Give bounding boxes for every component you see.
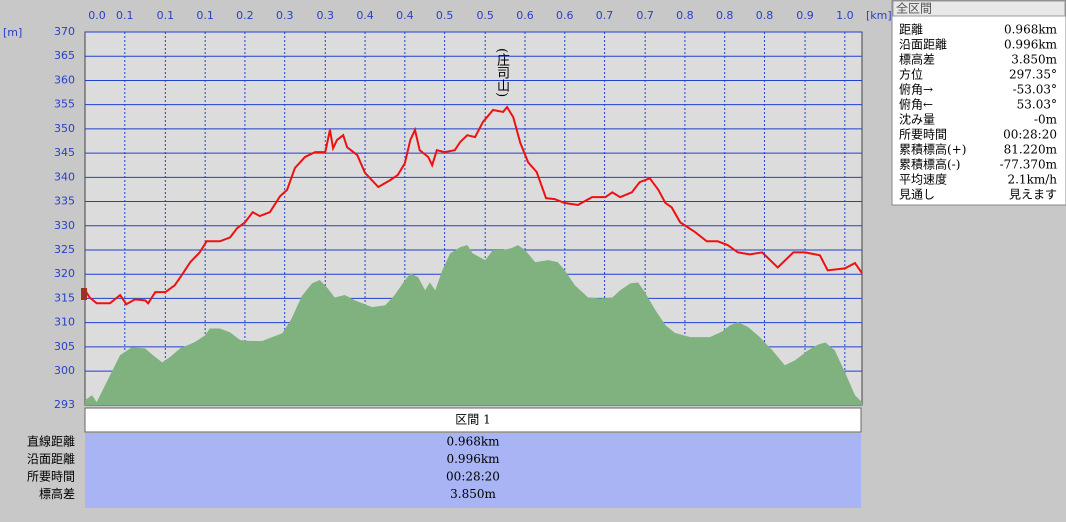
summary-value: 00:28:20 bbox=[1003, 128, 1057, 142]
summary-label: 見通し bbox=[899, 188, 935, 202]
summary-label: 累積標高(-) bbox=[899, 157, 960, 172]
section-label: 所要時間 bbox=[27, 470, 75, 484]
summary-label: 俯角← bbox=[899, 97, 933, 112]
section-header bbox=[84, 407, 862, 433]
summary-label: 沈み量 bbox=[899, 112, 935, 127]
y-tick-label: 293 bbox=[54, 398, 75, 411]
y-tick-label: 340 bbox=[54, 170, 75, 183]
x-tick-label: 0.4 bbox=[396, 9, 414, 22]
y-tick-label: 335 bbox=[54, 195, 75, 208]
summary-value: 53.03° bbox=[1017, 98, 1057, 112]
summary-label: 距離 bbox=[899, 23, 923, 37]
summary-label: 所要時間 bbox=[899, 128, 947, 142]
x-tick-label: 0.8 bbox=[676, 9, 694, 22]
summary-title: 全区間 bbox=[896, 1, 932, 16]
y-tick-label: 330 bbox=[54, 219, 75, 232]
summary-label: 標高差 bbox=[899, 52, 935, 67]
x-tick-label: 0.8 bbox=[756, 9, 774, 22]
y-tick-label: 355 bbox=[54, 98, 75, 111]
x-tick-label: 0.5 bbox=[476, 9, 494, 22]
x-tick-label: 0.8 bbox=[716, 9, 734, 22]
annotation: (庄司山) bbox=[494, 48, 509, 98]
x-tick-label: 0.1 bbox=[196, 9, 214, 22]
summary-label: 沿面距離 bbox=[899, 38, 947, 52]
summary-header bbox=[892, 0, 1066, 17]
summary-value: 3.850m bbox=[1011, 53, 1057, 67]
x-tick-label: 0.2 bbox=[236, 9, 254, 22]
x-tick-label: 0.3 bbox=[317, 9, 335, 22]
summary-label: 俯角→ bbox=[899, 82, 933, 97]
summary-panel bbox=[891, 0, 1066, 206]
summary-label: 累積標高(+) bbox=[899, 142, 966, 157]
summary-value: 81.220m bbox=[1004, 143, 1058, 157]
x-tick-label: 0.5 bbox=[436, 9, 454, 22]
x-tick-label: 0.1 bbox=[116, 9, 134, 22]
x-tick-label: 0.6 bbox=[516, 9, 534, 22]
y-tick-label: 370 bbox=[54, 25, 75, 38]
y-tick-label: 320 bbox=[54, 267, 75, 280]
y-tick-label: 360 bbox=[54, 73, 75, 86]
summary-value: 2.1km/h bbox=[1007, 173, 1057, 187]
summary-value: 0.996km bbox=[1004, 38, 1058, 52]
x-tick-label: 0.7 bbox=[636, 9, 654, 22]
summary-value: 0.968km bbox=[1004, 23, 1058, 37]
section-body bbox=[85, 433, 861, 508]
y-tick-label: 345 bbox=[54, 146, 75, 159]
y-tick-label: 365 bbox=[54, 49, 75, 62]
summary-value: -53.03° bbox=[1013, 83, 1057, 97]
summary-value: 見えます bbox=[1009, 188, 1057, 202]
y-tick-label: 305 bbox=[54, 340, 75, 353]
x-tick-label: 0.4 bbox=[356, 9, 374, 22]
section-label: 標高差 bbox=[39, 486, 75, 501]
y-tick-label: 315 bbox=[54, 291, 75, 304]
y-tick-label: 325 bbox=[54, 243, 75, 256]
y-tick-label: 300 bbox=[54, 364, 75, 377]
x-tick-label: 0.6 bbox=[556, 9, 574, 22]
summary-label: 方位 bbox=[899, 67, 923, 82]
summary-label: 平均速度 bbox=[899, 172, 947, 187]
summary-value: 297.35° bbox=[1009, 68, 1057, 82]
section-title: 区間 1 bbox=[455, 413, 490, 427]
section-value: 00:28:20 bbox=[446, 470, 500, 484]
section-value: 3.850m bbox=[450, 487, 496, 501]
y-tick-label: 310 bbox=[54, 316, 75, 329]
x-tick-label: 1.0 bbox=[836, 9, 854, 22]
terrain-area bbox=[85, 245, 862, 405]
summary-value: -77.370m bbox=[1000, 158, 1058, 172]
x-unit: [km] bbox=[866, 9, 892, 22]
profile-line bbox=[84, 105, 863, 306]
section-value: 0.968km bbox=[446, 435, 500, 449]
summary-value: -0m bbox=[1034, 113, 1058, 127]
x-tick-label: 0.1 bbox=[157, 9, 175, 22]
section-label: 沿面距離 bbox=[27, 452, 75, 466]
start-marker bbox=[81, 288, 87, 300]
y-unit: [m] bbox=[3, 26, 22, 39]
y-tick-label: 350 bbox=[54, 122, 75, 135]
section-label: 直線距離 bbox=[27, 434, 75, 449]
section-value: 0.996km bbox=[446, 452, 500, 466]
x-tick-label: 0.3 bbox=[276, 9, 294, 22]
x-tick-label: 0.0 bbox=[88, 9, 106, 22]
x-tick-label: 0.7 bbox=[596, 9, 614, 22]
x-tick-label: 0.9 bbox=[796, 9, 814, 22]
